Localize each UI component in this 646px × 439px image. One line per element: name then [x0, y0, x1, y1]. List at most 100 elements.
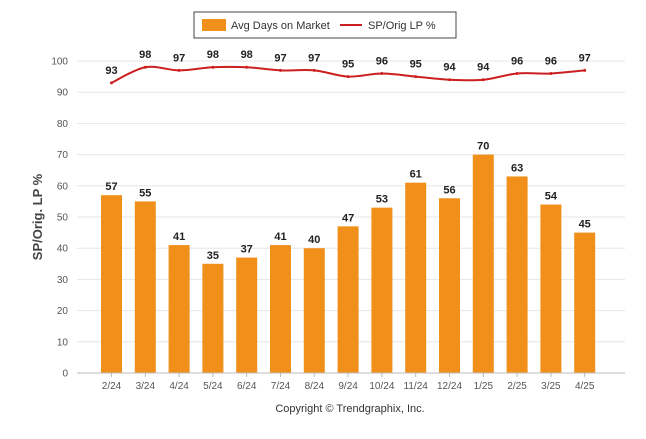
bar-value-label: 56 — [443, 184, 455, 196]
line-value-label: 94 — [477, 62, 490, 74]
line-point[interactable] — [279, 68, 282, 72]
x-tick-label: 8/24 — [305, 381, 325, 392]
bar[interactable] — [168, 245, 190, 373]
x-tick-label: 4/25 — [575, 381, 595, 392]
y-tick-label: 80 — [57, 119, 69, 130]
x-tick-label: 1/25 — [474, 381, 494, 392]
x-tick-label: 9/24 — [338, 381, 358, 392]
line-value-label: 97 — [308, 52, 320, 64]
y-tick-label: 20 — [57, 306, 69, 317]
bar-value-label: 53 — [376, 194, 388, 206]
x-tick-label: 10/24 — [369, 381, 394, 392]
line-value-label: 98 — [207, 49, 219, 61]
bar[interactable] — [236, 257, 258, 373]
bar[interactable] — [101, 195, 122, 373]
bar[interactable] — [405, 182, 427, 373]
y-tick-label: 40 — [57, 244, 69, 255]
bar-value-label: 55 — [139, 187, 151, 199]
bar-value-label: 37 — [241, 244, 253, 256]
y-tick-label: 100 — [51, 57, 68, 68]
line-value-label: 95 — [342, 59, 354, 71]
bar-value-label: 47 — [342, 212, 354, 224]
y-tick-label: 60 — [57, 181, 69, 192]
y-tick-label: 0 — [62, 369, 68, 380]
legend-label-line: SP/Orig LP % — [368, 20, 436, 32]
bar-value-label: 70 — [477, 141, 489, 153]
line-value-label: 94 — [443, 62, 456, 74]
bar-value-label: 61 — [410, 169, 422, 181]
x-tick-label: 5/24 — [203, 381, 223, 392]
y-axis-label: SP/Orig. LP % — [30, 173, 45, 260]
line-value-label: 97 — [579, 52, 591, 64]
line-value-label: 98 — [139, 49, 151, 61]
y-tick-label: 30 — [57, 275, 69, 286]
x-axis: 2/24 3/24 4/24 5/24 6/24 7/24 8/24 9/24 10/24 11/… — [77, 372, 625, 392]
bar[interactable] — [202, 263, 224, 373]
bar[interactable] — [371, 207, 393, 373]
bar-value-label: 41 — [274, 231, 286, 243]
copyright-text: Copyright © Trendgraphix, Inc. — [275, 403, 424, 415]
line-point[interactable] — [448, 78, 451, 82]
x-tick-label: 4/24 — [169, 381, 189, 392]
legend[interactable]: Avg Days on Market SP/Orig LP % — [193, 11, 457, 39]
bar-value-label: 35 — [207, 250, 219, 262]
line-point[interactable] — [110, 81, 113, 85]
bar[interactable] — [574, 232, 596, 373]
line-point[interactable] — [481, 78, 485, 82]
bar[interactable] — [303, 248, 325, 373]
line-value-label: 96 — [511, 55, 523, 67]
x-tick-label: 3/24 — [136, 381, 156, 392]
x-tick-label: 7/24 — [271, 381, 291, 392]
line-point[interactable] — [414, 75, 418, 79]
y-tick-label: 50 — [57, 213, 69, 224]
y-tick-label: 10 — [57, 337, 69, 348]
line-data-labels: 93 98 97 98 98 97 97 95 96 95 94 94 96 96 97 — [105, 49, 590, 77]
bar-value-label: 45 — [579, 219, 591, 231]
x-tick-label: 11/24 — [404, 381, 429, 392]
legend-swatch-bar — [202, 19, 226, 31]
x-tick-label: 2/24 — [102, 381, 122, 392]
bar[interactable] — [439, 198, 460, 373]
line-value-label: 97 — [274, 52, 286, 64]
line-value-label: 95 — [410, 59, 422, 71]
legend-box — [193, 11, 457, 39]
legend-label-bar: Avg Days on Market — [231, 20, 330, 32]
bar-value-label: 54 — [545, 191, 558, 203]
y-tick-label: 70 — [57, 150, 69, 161]
line-value-label: 96 — [376, 55, 388, 67]
bar-value-label: 41 — [173, 231, 185, 243]
line-point[interactable] — [211, 65, 215, 69]
line-point[interactable] — [515, 71, 519, 75]
line-point[interactable] — [346, 75, 350, 79]
x-tick-label: 3/25 — [541, 381, 561, 392]
line-point[interactable] — [143, 65, 147, 69]
bar[interactable] — [506, 176, 528, 373]
y-tick-label: 90 — [57, 88, 69, 99]
bar[interactable] — [472, 154, 494, 373]
line-value-label: 93 — [105, 65, 117, 77]
bar-series — [101, 154, 596, 373]
bar-value-label: 40 — [308, 234, 320, 246]
line-value-label: 98 — [241, 49, 253, 61]
line-point[interactable] — [245, 65, 249, 69]
bar[interactable] — [270, 245, 291, 373]
bar-data-labels: 57 55 41 35 37 41 40 47 53 61 56 70 63 54 45 — [105, 141, 590, 262]
line-point[interactable] — [177, 68, 181, 72]
bar[interactable] — [540, 204, 562, 373]
bar-value-label: 63 — [511, 162, 523, 174]
line-point[interactable] — [312, 68, 316, 72]
line-value-label: 97 — [173, 52, 185, 64]
x-tick-label: 12/24 — [437, 381, 462, 392]
line-series — [110, 65, 587, 85]
bar[interactable] — [337, 226, 359, 373]
line-point[interactable] — [583, 68, 587, 72]
line-value-label: 96 — [545, 55, 557, 67]
line-point[interactable] — [549, 71, 553, 75]
x-tick-label: 6/24 — [237, 381, 257, 392]
y-axis: 0 10 20 30 40 50 60 70 80 90 100 — [51, 57, 68, 380]
x-tick-label: 2/25 — [507, 381, 527, 392]
line-point[interactable] — [380, 71, 384, 75]
bar[interactable] — [134, 201, 156, 373]
